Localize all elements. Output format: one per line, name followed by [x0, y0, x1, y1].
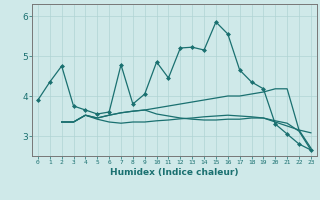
- X-axis label: Humidex (Indice chaleur): Humidex (Indice chaleur): [110, 168, 239, 177]
